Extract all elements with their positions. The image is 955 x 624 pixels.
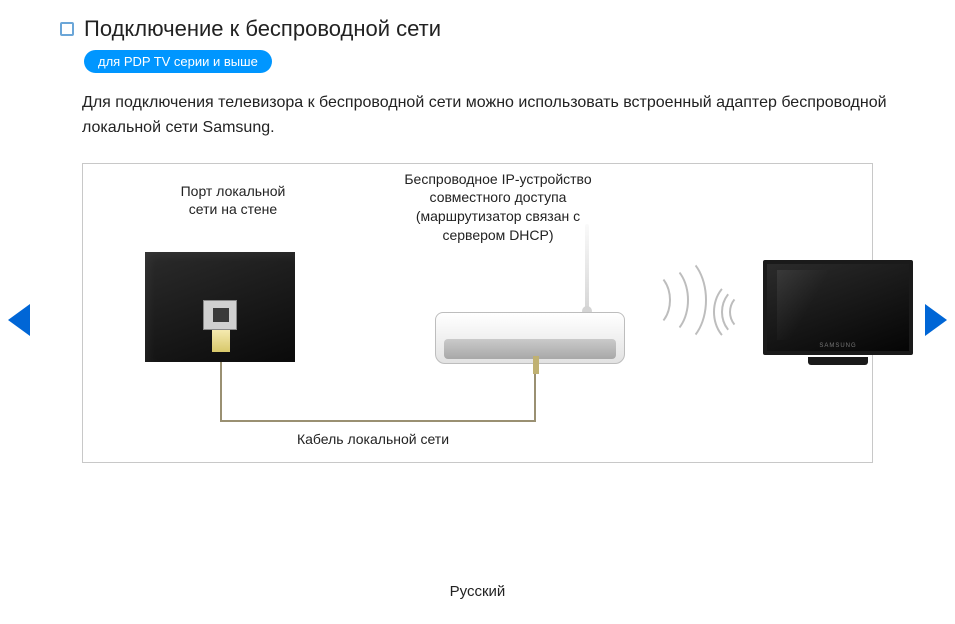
wall-panel-illustration xyxy=(145,252,295,362)
prev-page-arrow[interactable] xyxy=(8,304,30,336)
lan-cable-segment xyxy=(534,372,536,422)
intro-paragraph: Для подключения телевизора к беспроводно… xyxy=(82,91,895,141)
language-label: Русский xyxy=(0,583,955,600)
antenna-icon xyxy=(585,224,589,314)
tv-brand-label: SAMSUNG xyxy=(767,343,909,349)
title-row: Подключение к беспроводной сети xyxy=(60,16,895,42)
tv-screen: SAMSUNG xyxy=(763,260,913,355)
cable-label: Кабель локальной сети xyxy=(263,430,483,449)
wifi-wave-icon xyxy=(713,280,763,344)
tv-illustration: SAMSUNG xyxy=(763,260,913,365)
connection-diagram: Порт локальнойсети на стене Беспроводное… xyxy=(82,163,873,463)
series-badge: для PDP TV серии и выше xyxy=(84,50,272,73)
lan-cable-segment xyxy=(220,420,536,422)
router-cable-connector xyxy=(533,356,539,374)
page-content: Подключение к беспроводной сети для PDP … xyxy=(0,0,955,463)
rj45-plug-icon xyxy=(212,330,230,352)
wall-port-label: Порт локальнойсети на стене xyxy=(173,182,293,220)
wifi-wave-icon xyxy=(647,254,707,346)
next-page-arrow[interactable] xyxy=(925,304,947,336)
page-title: Подключение к беспроводной сети xyxy=(84,16,441,42)
router-illustration xyxy=(435,294,625,364)
wall-socket-icon xyxy=(203,300,237,330)
tv-stand xyxy=(808,357,868,365)
router-body xyxy=(435,312,625,364)
router-label: Беспроводное IP-устройствосовместного до… xyxy=(383,170,613,246)
router-ports xyxy=(466,343,570,355)
bullet-icon xyxy=(60,22,74,36)
lan-cable-segment xyxy=(220,362,222,422)
